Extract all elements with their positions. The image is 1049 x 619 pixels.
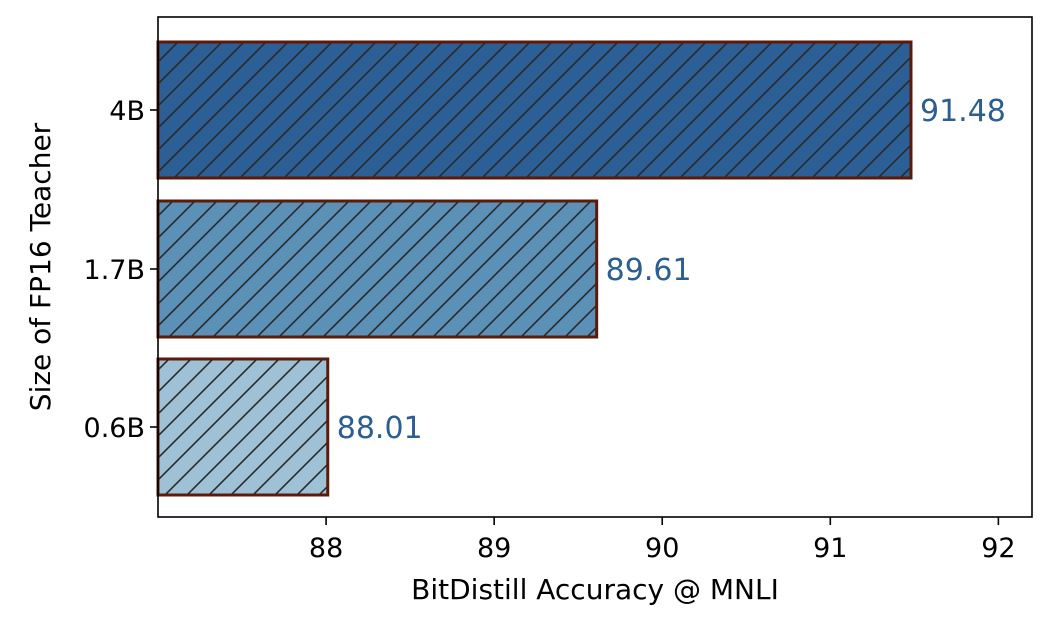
- y-axis: 4B 1.7B 0.6B: [84, 96, 158, 444]
- x-axis-label: BitDistill Accuracy @ MNLI: [411, 573, 779, 606]
- bars-group: [156, 40, 913, 497]
- value-label-1-7b: 89.61: [606, 253, 692, 288]
- bar-hatch-4b: [158, 42, 911, 178]
- bar-hatch-0-6b: [158, 359, 328, 495]
- x-tick-label-92: 92: [981, 533, 1015, 564]
- x-tick-label-88: 88: [309, 533, 343, 564]
- value-label-4b: 91.48: [920, 94, 1006, 129]
- x-tick-label-90: 90: [645, 533, 679, 564]
- x-tick-label-89: 89: [477, 533, 511, 564]
- x-axis: 88 89 90 91 92: [309, 517, 1016, 564]
- bar-hatch-1-7b: [158, 201, 597, 337]
- y-tick-label-4b: 4B: [109, 96, 145, 127]
- value-label-0-6b: 88.01: [337, 411, 423, 446]
- y-tick-label-0-6b: 0.6B: [84, 413, 145, 444]
- x-tick-label-91: 91: [813, 533, 847, 564]
- value-labels-group: 91.48 89.61 88.01: [337, 94, 1006, 446]
- plot-frame: [157, 16, 1033, 518]
- y-tick-label-1-7b: 1.7B: [84, 255, 145, 286]
- y-axis-label: Size of FP16 Teacher: [24, 122, 57, 411]
